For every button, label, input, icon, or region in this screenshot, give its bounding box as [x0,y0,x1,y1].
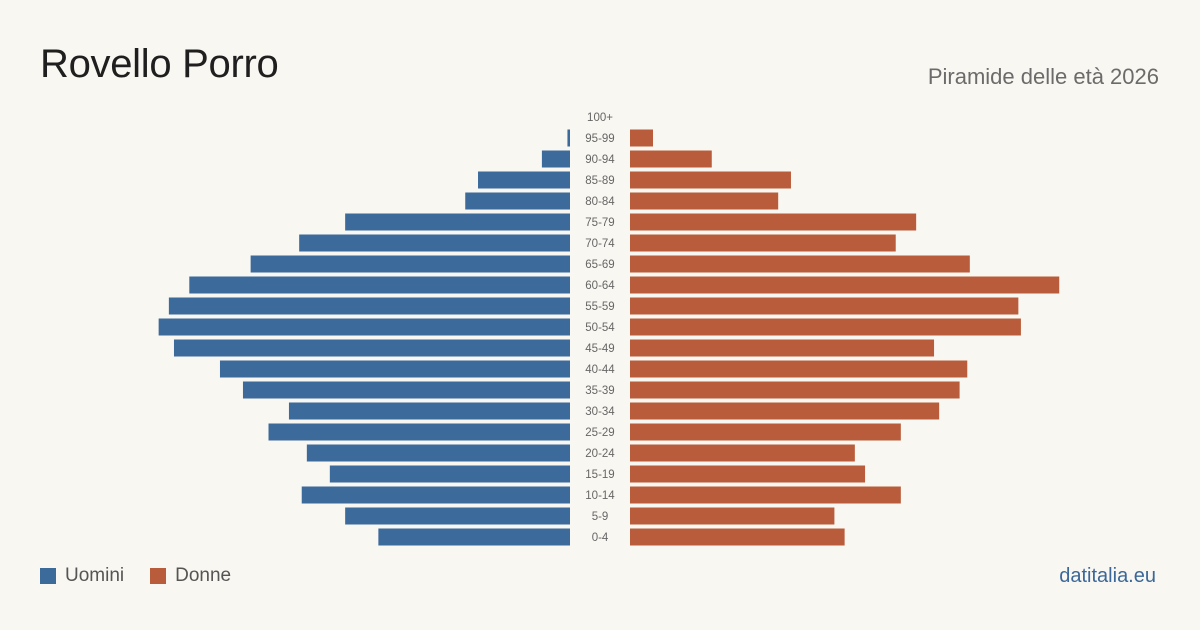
bar-donne-95-99 [630,129,653,147]
age-label-30-34: 30-34 [585,406,615,418]
bar-donne-0-4 [630,528,845,546]
bar-donne-65-69 [630,255,970,273]
bar-uomini-5-9 [345,507,570,525]
bar-uomini-15-19 [329,465,570,483]
chart-legend: Uomini Donne [40,565,257,587]
bar-donne-10-14 [630,486,901,504]
bar-uomini-20-24 [306,444,570,462]
bar-uomini-10-14 [301,486,570,504]
age-label-5-9: 5-9 [592,511,609,523]
age-label-50-54: 50-54 [585,322,615,334]
age-label-35-39: 35-39 [585,385,614,397]
age-label-20-24: 20-24 [585,448,615,460]
bar-donne-30-34 [630,402,940,420]
age-label-75-79: 75-79 [585,217,614,229]
page-title: Rovello Porro [40,42,279,86]
age-label-40-44: 40-44 [585,364,615,376]
bar-uomini-30-34 [288,402,570,420]
bar-uomini-65-69 [250,255,570,273]
age-label-45-49: 45-49 [585,343,614,355]
legend-swatch-donne [150,568,167,584]
bar-donne-75-79 [630,213,917,231]
bar-donne-50-54 [630,318,1021,336]
chart-subtitle: Piramide delle età 2026 [927,64,1159,89]
bar-donne-55-59 [630,297,1019,315]
bar-uomini-50-54 [158,318,570,336]
bar-uomini-90-94 [541,150,570,168]
bar-donne-35-39 [630,381,960,399]
age-label-25-29: 25-29 [585,427,614,439]
bar-uomini-25-29 [268,423,570,441]
bar-donne-20-24 [630,444,855,462]
bar-uomini-40-44 [219,360,570,378]
age-label-80-84: 80-84 [585,196,615,208]
legend-label-uomini: Uomini [65,565,125,586]
legend-swatch-uomini [40,568,56,584]
bar-uomini-0-4 [378,528,570,546]
bar-donne-85-89 [630,171,791,189]
age-label-10-14: 10-14 [585,490,615,502]
bar-uomini-70-74 [299,234,570,252]
age-label-70-74: 70-74 [585,238,615,250]
bar-donne-5-9 [630,507,835,525]
age-label-85-89: 85-89 [585,175,614,187]
bar-donne-45-49 [630,339,935,357]
age-label-0-4: 0-4 [592,532,609,544]
bar-donne-60-64 [630,276,1060,294]
bar-uomini-80-84 [465,192,570,210]
bar-donne-80-84 [630,192,779,210]
bar-uomini-85-89 [478,171,570,189]
bar-uomini-35-39 [242,381,570,399]
brand-link[interactable]: datitalia.eu [1059,565,1156,587]
bar-donne-25-29 [630,423,901,441]
bar-uomini-95-99 [567,129,570,147]
legend-item-donne: Donne [150,565,231,587]
bar-uomini-45-49 [173,339,570,357]
age-label-65-69: 65-69 [585,259,614,271]
age-label-60-64: 60-64 [585,280,615,292]
bar-donne-70-74 [630,234,896,252]
legend-item-uomini: Uomini [40,565,124,587]
age-label-90-94: 90-94 [585,154,615,166]
bar-donne-40-44 [630,360,968,378]
bar-uomini-75-79 [345,213,570,231]
bar-donne-90-94 [630,150,712,168]
age-label-55-59: 55-59 [585,301,614,313]
bar-uomini-60-64 [189,276,570,294]
bar-uomini-55-59 [168,297,571,315]
age-label-100plus: 100+ [587,112,613,124]
bar-donne-15-19 [630,465,866,483]
legend-label-donne: Donne [175,565,232,586]
age-label-95-99: 95-99 [585,133,614,145]
age-label-15-19: 15-19 [585,469,614,481]
